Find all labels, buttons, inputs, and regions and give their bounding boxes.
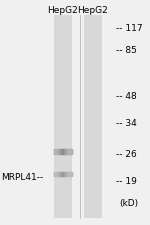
Text: -- 85: -- 85 [116,46,137,55]
Text: HepG2: HepG2 [48,6,78,15]
Text: MRPL41--: MRPL41-- [2,172,44,181]
Text: HepG2: HepG2 [78,6,108,15]
Text: -- 48: -- 48 [116,91,137,100]
Text: (kD): (kD) [119,198,138,207]
Text: -- 34: -- 34 [116,118,137,127]
Text: -- 26: -- 26 [116,150,137,159]
Text: -- 19: -- 19 [116,177,137,186]
Text: -- 117: -- 117 [116,24,143,33]
Bar [54,16,72,218]
Bar [84,16,102,218]
